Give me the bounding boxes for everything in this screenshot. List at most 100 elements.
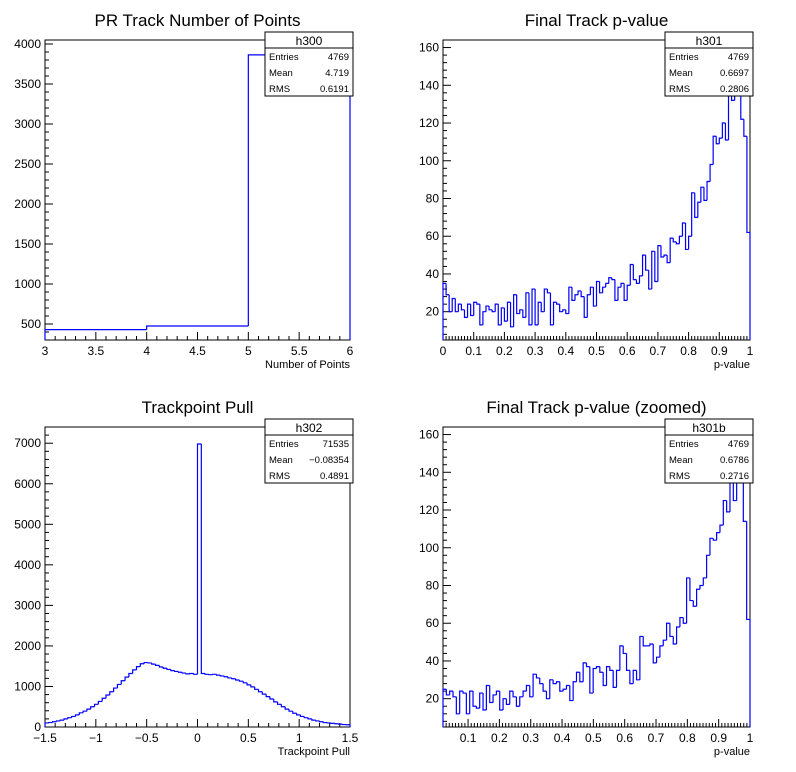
- histogram-bin: [512, 691, 517, 698]
- x-tick-label: 1: [747, 344, 754, 358]
- histogram-bin: [702, 577, 707, 586]
- histogram-bin: [146, 325, 249, 330]
- histogram-bin: [562, 688, 567, 692]
- y-tick-label: 100: [419, 541, 439, 555]
- histogram-bin: [651, 250, 655, 290]
- histogram-bin: [582, 662, 587, 682]
- histogram-bin: [602, 286, 606, 293]
- histogram-bin: [655, 656, 660, 663]
- histogram-bin: [665, 622, 670, 641]
- histogram-bin: [575, 671, 580, 682]
- histogram-bin: [531, 288, 536, 325]
- histogram-bin: [639, 635, 644, 680]
- histogram-bin: [562, 309, 566, 312]
- histogram-bin: [583, 296, 588, 318]
- histogram-bin: [649, 643, 654, 646]
- histogram-bin: [539, 677, 544, 685]
- histogram-bin: [265, 694, 270, 698]
- histogram-bin: [71, 715, 76, 718]
- x-tick-label: 0: [440, 344, 447, 358]
- histogram-bin: [261, 691, 267, 695]
- histogram-bin: [462, 691, 467, 694]
- histogram-bin: [476, 302, 480, 305]
- stats-value-entries: 4769: [728, 52, 749, 63]
- y-tick-label: 3000: [14, 117, 41, 131]
- stats-value-rms: 0.4891: [320, 471, 349, 482]
- histogram-bin: [529, 685, 534, 698]
- histogram-bin: [577, 290, 582, 295]
- y-tick-label: 6000: [14, 477, 41, 491]
- stats-key-rms: RMS: [669, 84, 690, 95]
- histogram-bin: [448, 294, 453, 313]
- histogram-bin: [52, 721, 57, 723]
- x-tick-label: 0.5: [588, 344, 605, 358]
- histogram-bin: [466, 303, 471, 318]
- histogram-bin: [522, 309, 526, 318]
- histogram-bin: [445, 689, 450, 696]
- stats-key-entries: Entries: [269, 52, 299, 63]
- stats-box: [664, 31, 754, 97]
- histogram-bin: [589, 286, 594, 295]
- histogram-bin: [537, 301, 542, 325]
- histogram-bin: [215, 674, 221, 676]
- histogram-bin: [503, 307, 508, 322]
- histogram-bin: [497, 304, 502, 326]
- histogram-bin: [672, 636, 677, 645]
- histogram-bin: [63, 718, 68, 721]
- histogram-bin: [611, 277, 615, 281]
- histogram-bin: [740, 89, 744, 120]
- histogram-bin: [684, 223, 689, 251]
- histogram-bin: [196, 443, 202, 675]
- x-axis-label: p-value: [714, 746, 750, 758]
- y-tick-label: 2500: [14, 157, 41, 171]
- histogram-bin: [116, 683, 122, 689]
- histogram-bin: [495, 690, 500, 695]
- histogram-bin: [595, 280, 600, 307]
- histogram-bin: [635, 670, 640, 681]
- y-tick-label: 500: [21, 317, 41, 331]
- x-axis-label: p-value: [714, 359, 750, 371]
- histogram-bin: [296, 713, 301, 716]
- histogram-bin: [645, 255, 649, 271]
- histogram-bin: [491, 309, 496, 313]
- histogram-bin: [691, 192, 695, 237]
- stats-value-mean: 0.6697: [720, 68, 749, 79]
- y-tick-label: 20: [426, 692, 440, 706]
- histogram-bin: [568, 286, 572, 314]
- y-tick-label: 3500: [14, 77, 41, 91]
- x-axis-label: Trackpoint Pull: [278, 746, 350, 758]
- histogram-bin: [746, 521, 751, 727]
- histogram-bin: [545, 691, 550, 700]
- histogram-bin: [485, 305, 490, 312]
- x-tick-label: 1: [296, 731, 303, 745]
- histogram-bin: [311, 718, 316, 721]
- histogram-bin: [322, 721, 328, 724]
- histogram-bin: [442, 688, 447, 727]
- x-tick-label: 0.5: [585, 731, 602, 745]
- histogram-bin: [154, 664, 160, 666]
- y-tick-label: 3000: [14, 598, 41, 612]
- histogram-bin: [706, 554, 710, 578]
- histogram-bin: [635, 279, 640, 284]
- histogram-bin: [672, 238, 677, 243]
- stats-key-mean: Mean: [269, 455, 293, 466]
- x-tick-label: 1.5: [342, 731, 359, 745]
- x-tick-label: 0.1: [460, 731, 477, 745]
- stats-key-entries: Entries: [669, 52, 699, 63]
- y-tick-label: 60: [426, 616, 440, 630]
- histogram-bin: [472, 691, 477, 707]
- stats-value-rms: 0.2716: [720, 471, 749, 482]
- histogram-bin: [193, 673, 198, 675]
- histogram-bin: [238, 679, 244, 682]
- histogram-bin: [602, 672, 607, 687]
- histogram-bin: [552, 679, 557, 685]
- histogram-bin: [505, 698, 510, 705]
- histogram-bin: [482, 311, 486, 325]
- histogram-bin: [709, 537, 714, 556]
- stats-histogram-name: h301b: [692, 421, 726, 435]
- x-tick-label: 6: [347, 344, 354, 358]
- y-tick-label: 140: [419, 78, 439, 92]
- histogram-bin: [685, 577, 690, 624]
- histogram-bin: [318, 720, 324, 723]
- histogram-bin: [78, 712, 84, 715]
